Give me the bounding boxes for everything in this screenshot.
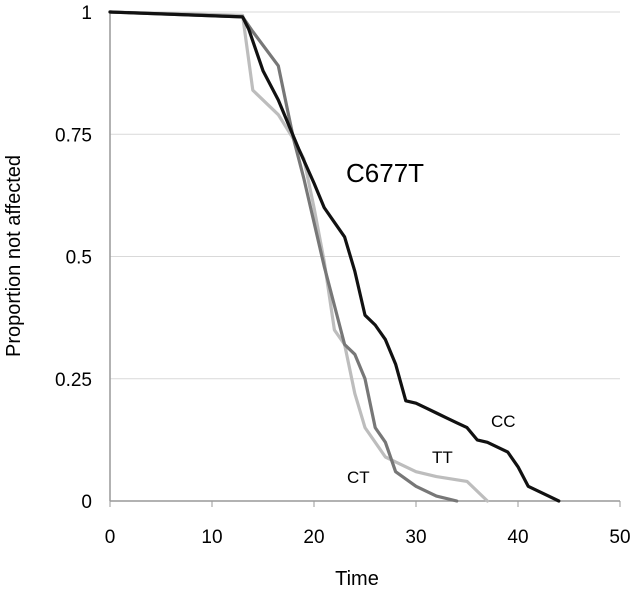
gridlines bbox=[110, 11, 620, 380]
y-tick-label: 0.75 bbox=[55, 125, 92, 146]
x-tick-label: 50 bbox=[609, 527, 630, 548]
y-tick-label: 1 bbox=[81, 3, 92, 24]
y-tick-label: 0.5 bbox=[66, 248, 92, 269]
series-line-tt bbox=[108, 10, 489, 503]
series-label-tt: TT bbox=[432, 448, 453, 467]
series-lines bbox=[108, 10, 561, 503]
annotation-c677t: C677T bbox=[346, 158, 424, 188]
x-tick-label: 0 bbox=[105, 527, 116, 548]
series-label-cc: CC bbox=[491, 412, 516, 431]
x-axis-title: Time bbox=[335, 568, 379, 590]
x-tick-label: 10 bbox=[201, 527, 222, 548]
y-tick-label: 0.25 bbox=[55, 370, 92, 391]
series-label-ct: CT bbox=[347, 468, 370, 487]
y-axis-title: Proportion not affected bbox=[3, 155, 25, 357]
x-tick-label: 30 bbox=[405, 527, 426, 548]
x-tick-label: 40 bbox=[507, 527, 528, 548]
y-tick-label: 0 bbox=[81, 492, 92, 513]
x-tick-label: 20 bbox=[303, 527, 324, 548]
series-line-cc bbox=[108, 10, 561, 503]
series-line-ct bbox=[108, 10, 459, 503]
axes bbox=[109, 12, 620, 502]
